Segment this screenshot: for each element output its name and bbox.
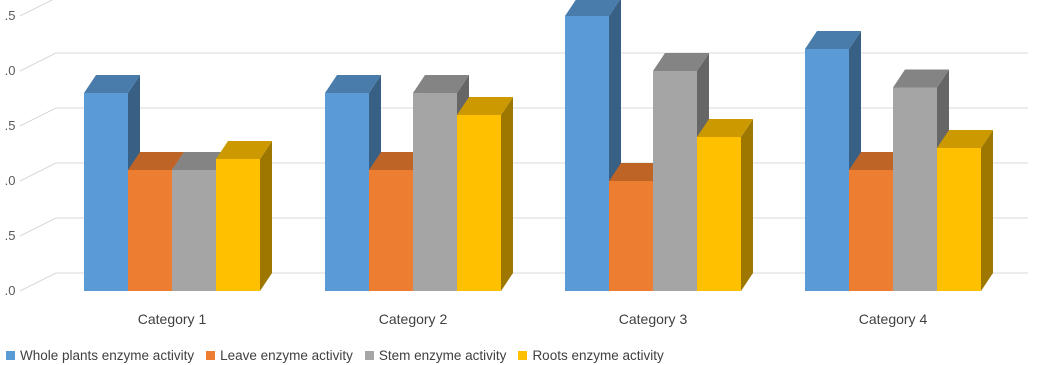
bar-front-face bbox=[893, 87, 937, 291]
bar-top-face bbox=[653, 53, 709, 71]
bar-front-face bbox=[84, 93, 128, 291]
gridline-diagonal bbox=[19, 217, 57, 237]
bar bbox=[937, 130, 993, 291]
bar-top-face bbox=[172, 152, 228, 170]
bar-front-face bbox=[565, 16, 609, 291]
bar-front-face bbox=[413, 93, 457, 291]
bar-top-face bbox=[457, 97, 513, 115]
bar-top-face bbox=[609, 163, 665, 181]
bar bbox=[893, 69, 949, 291]
bar-front-face bbox=[697, 137, 741, 291]
legend-label-stem: Stem enzyme activity bbox=[378, 347, 507, 363]
gridline-diagonal bbox=[19, 0, 54, 17]
bar-top-face bbox=[84, 75, 140, 93]
bar bbox=[216, 141, 272, 291]
bar-front-face bbox=[128, 170, 172, 291]
bar-side-face bbox=[501, 97, 513, 291]
bar-front-face bbox=[216, 159, 260, 291]
legend-label-leave: Leave enzyme activity bbox=[220, 347, 353, 363]
legend-item-leave: Leave enzyme activity bbox=[200, 348, 353, 363]
bar bbox=[697, 119, 753, 291]
legend-swatch-whole-plants bbox=[6, 350, 15, 360]
bar-top-face bbox=[805, 31, 861, 49]
gridline-diagonal bbox=[19, 272, 57, 292]
y-tick-label: .5 bbox=[5, 228, 16, 243]
bar-chart: .0.5.0.5.0.5 Category 1 Category 2 Categor… bbox=[5, 0, 1028, 327]
bar-top-face bbox=[413, 75, 469, 93]
bar-side-face bbox=[981, 130, 993, 291]
gridline-diagonal bbox=[19, 52, 57, 72]
bar-side-face bbox=[260, 141, 272, 291]
bar-front-face bbox=[369, 170, 413, 291]
bar-top-face bbox=[216, 141, 272, 159]
bar bbox=[325, 75, 381, 291]
bar bbox=[457, 97, 513, 291]
category-label: Category 2 bbox=[379, 311, 448, 327]
bar-front-face bbox=[849, 170, 893, 291]
bar-front-face bbox=[325, 93, 369, 291]
bar-top-face bbox=[697, 119, 753, 137]
category-label: Category 4 bbox=[859, 311, 928, 327]
y-tick-label: .0 bbox=[5, 283, 16, 298]
legend-item-roots: Roots enzyme activity bbox=[512, 347, 664, 363]
legend-label-whole-plants: Whole plants enzyme activity bbox=[20, 347, 195, 363]
y-axis-ticks: .0 .5 .0 .5 .0 .5 bbox=[5, 8, 16, 298]
legend-swatch-stem bbox=[364, 350, 374, 360]
bar-top-face bbox=[937, 130, 993, 148]
bar-top-face bbox=[369, 152, 425, 170]
legend: Whole plants enzyme activity Leave enzym… bbox=[0, 345, 1041, 365]
legend-swatch-leave bbox=[206, 350, 216, 360]
legend-label-roots: Roots enzyme activity bbox=[532, 347, 664, 363]
bar-front-face bbox=[653, 71, 697, 291]
bar-top-face bbox=[325, 75, 381, 93]
bar-front-face bbox=[172, 170, 216, 291]
bar-top-face bbox=[893, 69, 949, 88]
bar-front-face bbox=[937, 148, 981, 291]
legend-item-whole-plants: Whole plants enzyme activity bbox=[0, 348, 194, 363]
y-tick-label: .0 bbox=[5, 173, 16, 188]
bar-front-face bbox=[609, 181, 653, 291]
gridline-diagonal bbox=[19, 107, 57, 127]
legend-swatch-roots bbox=[518, 350, 528, 360]
legend-item-stem: Stem enzyme activity bbox=[359, 347, 507, 363]
y-tick-label: .5 bbox=[5, 8, 16, 23]
category-label: Category 3 bbox=[619, 311, 688, 327]
category-label: Category 1 bbox=[138, 311, 207, 327]
y-tick-label: .0 bbox=[5, 63, 16, 78]
y-tick-label: .5 bbox=[5, 118, 16, 133]
bar-front-face bbox=[805, 49, 849, 291]
gridline-diagonal bbox=[19, 162, 57, 182]
bar-top-face bbox=[849, 152, 905, 170]
bar-top-face bbox=[565, 0, 620, 16]
bars bbox=[84, 0, 993, 291]
bar-front-face bbox=[457, 115, 501, 291]
bar-top-face bbox=[128, 152, 184, 170]
category-labels: Category 1 Category 2 Category 3 Category 4 bbox=[138, 311, 928, 327]
bar-side-face bbox=[741, 119, 753, 291]
